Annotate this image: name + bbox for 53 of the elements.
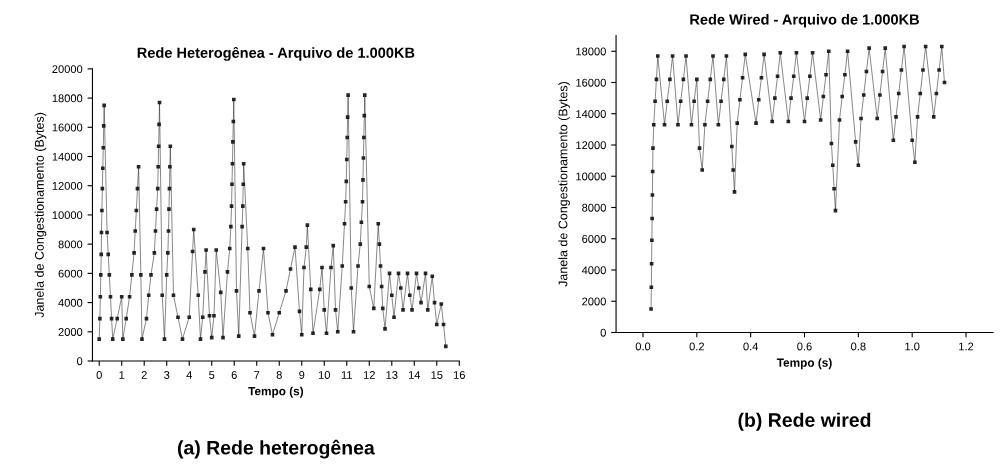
x-tick-label: 3 — [164, 371, 170, 379]
y-tick-label: 14000 — [576, 110, 606, 118]
x-tick-label: 16 — [453, 371, 465, 379]
y-tick-label: 12000 — [52, 181, 83, 190]
x-tick-label: 0.2 — [689, 342, 704, 351]
y-tick-label: 0 — [76, 357, 83, 366]
x-tick-label: 1 — [119, 371, 125, 379]
text: (a) Rede heterogênea — [177, 439, 375, 459]
x-tick-label: 12 — [363, 371, 375, 379]
y-tick-label: 20000 — [52, 65, 83, 74]
x-tick-label: 5 — [209, 371, 215, 379]
x-tick-label: 2 — [141, 371, 147, 379]
x-tick-label: 10 — [318, 371, 330, 379]
y-tick-label: 6000 — [58, 269, 83, 278]
x-tick-label: 15 — [431, 371, 443, 379]
x-tick-label: 4 — [186, 371, 192, 379]
x-tick-label: 0.6 — [797, 342, 812, 351]
y-tick-label: 0 — [600, 328, 606, 337]
y-tick-label: 18000 — [576, 47, 606, 56]
y-tick-label: 10000 — [576, 172, 606, 181]
y-tick-label: 16000 — [576, 78, 606, 87]
x-axis-title: Tempo (s) — [776, 358, 832, 370]
y-tick-label: 8000 — [582, 203, 606, 212]
y-tick-label: 6000 — [582, 235, 606, 243]
text: (b) Rede wired — [738, 412, 871, 431]
y-tick-label: 12000 — [576, 141, 606, 150]
x-tick-label: 1.2 — [959, 342, 974, 351]
chart-title: Rede Heterogênea - Arquivo de 1.000KB — [137, 46, 415, 61]
y-tick-label: 18000 — [52, 94, 83, 103]
y-tick-label: 4000 — [58, 298, 83, 307]
x-tick-label: 14 — [408, 371, 421, 379]
y-tick-label: 10000 — [52, 211, 83, 220]
x-tick-label: 6 — [231, 371, 237, 379]
x-tick-label: 8 — [276, 371, 282, 379]
y-tick-label: 4000 — [581, 266, 606, 275]
y-tick-label: 14000 — [52, 152, 83, 161]
y-tick-label: 8000 — [58, 240, 83, 249]
x-tick-label: 9 — [299, 371, 305, 379]
y-tick-label: 2000 — [582, 297, 606, 306]
x-tick-label: 11 — [341, 371, 352, 379]
y-axis-title: Janela de Congestionamento (Bytes) — [34, 112, 47, 318]
x-axis-title: Tempo (s) — [248, 386, 304, 398]
y-tick-label: 2000 — [58, 328, 83, 336]
x-tick-label: 13 — [386, 371, 398, 379]
x-tick-label: 0.8 — [851, 342, 866, 351]
x-tick-label: 0.4 — [743, 342, 759, 351]
x-tick-label: 0.0 — [635, 342, 651, 351]
x-tick-label: 1.0 — [905, 342, 920, 351]
x-tick-label: 0 — [96, 371, 102, 379]
y-axis-title: Janela de Congestionamento (Bytes) — [558, 81, 570, 287]
y-tick-label: 16000 — [52, 123, 83, 132]
x-tick-label: 7 — [254, 371, 260, 379]
chart-title: Rede Wired - Arquivo de 1.000KB — [690, 13, 919, 28]
